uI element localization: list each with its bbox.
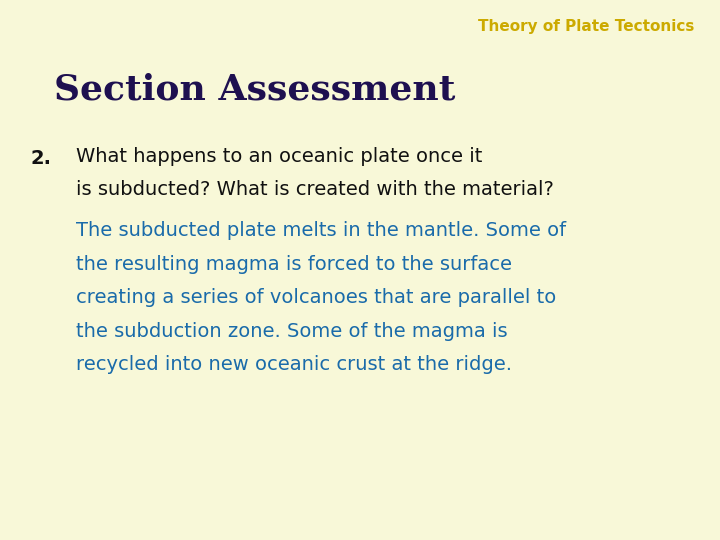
Text: is subducted? What is created with the material?: is subducted? What is created with the m… (76, 180, 554, 199)
Text: 2.: 2. (30, 148, 51, 167)
Text: Section Assessment: Section Assessment (54, 73, 455, 107)
Text: creating a series of volcanoes that are parallel to: creating a series of volcanoes that are … (76, 288, 556, 307)
Text: Theory of Plate Tectonics: Theory of Plate Tectonics (478, 19, 695, 34)
Text: What happens to an oceanic plate once it: What happens to an oceanic plate once it (76, 147, 482, 166)
Text: the resulting magma is forced to the surface: the resulting magma is forced to the sur… (76, 255, 512, 274)
Text: recycled into new oceanic crust at the ridge.: recycled into new oceanic crust at the r… (76, 355, 512, 374)
Text: The subducted plate melts in the mantle. Some of: The subducted plate melts in the mantle.… (76, 221, 566, 240)
Text: the subduction zone. Some of the magma is: the subduction zone. Some of the magma i… (76, 322, 507, 341)
